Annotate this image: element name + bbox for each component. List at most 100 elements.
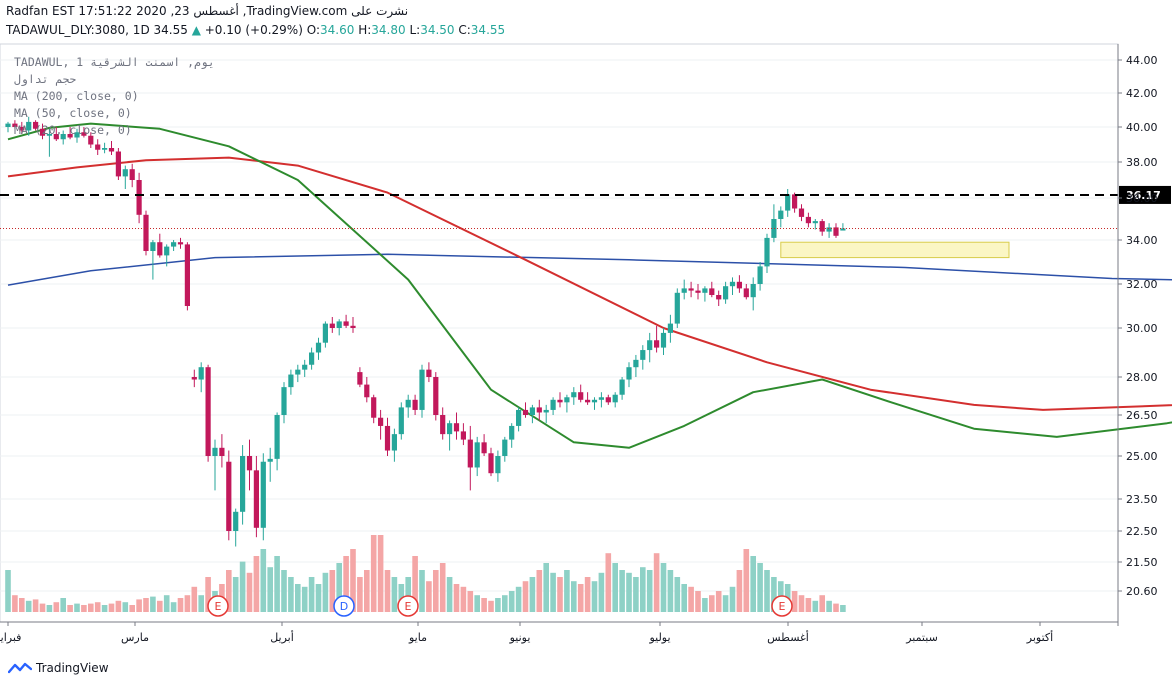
candle-body bbox=[792, 194, 798, 209]
candle-body bbox=[150, 242, 156, 251]
volume-bar bbox=[826, 600, 832, 612]
volume-bars bbox=[5, 535, 846, 612]
volume-bar bbox=[640, 567, 646, 612]
low-value: 34.50 bbox=[420, 23, 455, 37]
price-tick-label: 42.00 bbox=[1126, 87, 1158, 100]
volume-bar bbox=[681, 584, 687, 612]
volume-bar bbox=[343, 556, 349, 612]
candle-body bbox=[357, 372, 363, 385]
volume-bar bbox=[384, 570, 391, 612]
volume-bar bbox=[274, 556, 280, 612]
volume-bar bbox=[336, 563, 342, 612]
candle-body bbox=[633, 359, 639, 368]
volume-bar bbox=[474, 595, 480, 612]
ma200-line bbox=[7, 253, 1172, 286]
volume-bar bbox=[536, 570, 543, 612]
price-tick-label: 34.00 bbox=[1126, 234, 1158, 247]
legend-ma20: MA (20, close, 0) bbox=[14, 123, 132, 137]
high-value: 34.80 bbox=[371, 23, 406, 37]
volume-bar bbox=[74, 603, 80, 612]
candle-body bbox=[295, 369, 301, 375]
candle-body bbox=[171, 242, 177, 247]
candle-body bbox=[102, 148, 108, 150]
volume-bar bbox=[529, 577, 536, 612]
candles bbox=[5, 116, 846, 547]
event-marker bbox=[397, 595, 419, 617]
volume-bar bbox=[619, 570, 625, 612]
candle-body bbox=[716, 295, 722, 300]
volume-bar bbox=[81, 605, 87, 612]
event-marker-label: E bbox=[405, 600, 412, 613]
candle-body bbox=[764, 237, 770, 267]
volume-bar bbox=[205, 577, 211, 612]
event-marker bbox=[333, 595, 355, 617]
event-marker-label: E bbox=[779, 600, 786, 613]
high-label: H: bbox=[358, 23, 372, 37]
volume-bar bbox=[688, 586, 694, 612]
volume-bar bbox=[508, 591, 515, 612]
change-arrow-icon: ▲ bbox=[191, 23, 201, 37]
candle-body bbox=[19, 127, 25, 131]
volume-bar bbox=[715, 591, 722, 612]
candle-body bbox=[750, 284, 756, 298]
candle-body bbox=[585, 399, 591, 403]
candle-body bbox=[233, 511, 239, 531]
candle-body bbox=[46, 134, 52, 136]
candle-body bbox=[405, 399, 411, 408]
volume-bar bbox=[170, 602, 177, 612]
ma-lines bbox=[7, 122, 1172, 449]
candle-body bbox=[640, 350, 646, 360]
low-label: L: bbox=[409, 23, 421, 37]
volume-bar bbox=[5, 570, 11, 612]
candle-body bbox=[785, 194, 791, 211]
price-tick-label: 20.60 bbox=[1126, 585, 1158, 598]
volume-bar bbox=[695, 591, 701, 612]
volume-bar bbox=[143, 598, 149, 612]
price-levels: 36.17 bbox=[0, 185, 1171, 229]
candle-body bbox=[88, 135, 94, 145]
volume-bar bbox=[53, 602, 60, 612]
volume-bar bbox=[805, 598, 812, 612]
candle-body bbox=[12, 123, 18, 127]
price-tick-label: 36.00 bbox=[1126, 192, 1158, 205]
volume-bar bbox=[626, 572, 632, 612]
volume-bar bbox=[660, 563, 667, 612]
volume-bar bbox=[729, 586, 736, 612]
candle-body bbox=[391, 434, 397, 451]
volume-bar bbox=[315, 584, 322, 612]
volume-bar bbox=[750, 556, 756, 612]
price-tick-label: 30.00 bbox=[1126, 322, 1158, 335]
candle-body bbox=[481, 442, 487, 454]
volume-bar bbox=[771, 577, 777, 612]
event-marker-label: D bbox=[340, 600, 348, 613]
tradingview-logo[interactable]: TradingView bbox=[8, 661, 109, 675]
candle-body bbox=[281, 387, 287, 415]
legend-volume: حجم تداول bbox=[14, 72, 77, 86]
candle-body bbox=[660, 332, 667, 348]
volume-bar bbox=[764, 570, 770, 612]
volume-bar bbox=[32, 599, 39, 612]
header-title: Radfan EST 17:51:22 2020 ,23 أغسطس ,Trad… bbox=[6, 4, 409, 18]
volume-bar bbox=[502, 595, 508, 612]
volume-bar bbox=[833, 603, 839, 612]
candle-body bbox=[564, 397, 570, 403]
symbol-label[interactable]: TADAWUL_DLY:3080, 1D 34.55 bbox=[6, 23, 188, 37]
candle-body bbox=[812, 221, 818, 224]
volume-bar bbox=[129, 605, 135, 612]
volume-bar bbox=[377, 535, 384, 612]
candle-body bbox=[723, 286, 729, 300]
price-tick-label: 26.50 bbox=[1126, 409, 1158, 422]
candle-body bbox=[5, 123, 11, 127]
candle-body bbox=[226, 461, 232, 531]
candle-body bbox=[343, 321, 349, 326]
volume-bar bbox=[653, 553, 660, 612]
volume-bar bbox=[543, 563, 549, 612]
volume-bar bbox=[232, 577, 239, 612]
support-zone[interactable] bbox=[780, 241, 1010, 259]
volume-bar bbox=[101, 605, 108, 612]
volume-bar bbox=[391, 577, 398, 612]
candle-body bbox=[453, 423, 460, 432]
candle-body bbox=[39, 128, 46, 136]
